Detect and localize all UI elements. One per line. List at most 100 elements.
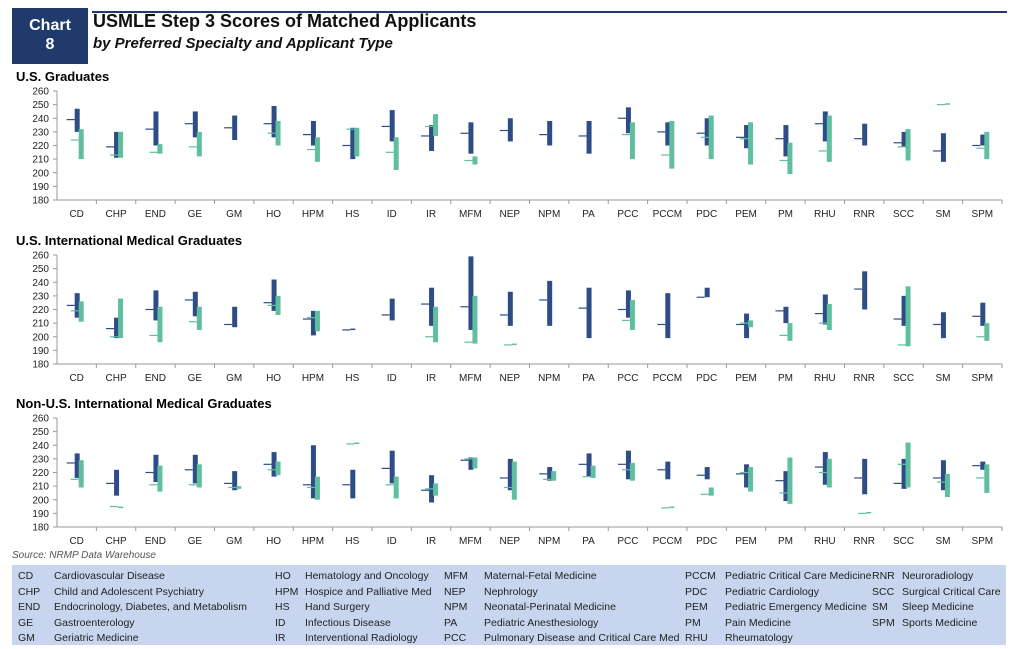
- y-tick-label: 240: [32, 114, 49, 125]
- x-tick-label-end: END: [145, 209, 166, 220]
- series2-range-bar-hpm: [314, 310, 320, 332]
- y-tick-label: 200: [32, 332, 49, 343]
- legend-code: ID: [275, 616, 286, 629]
- series1-range-bar-hpm: [310, 310, 316, 336]
- x-tick-label-mfm: MFM: [459, 209, 482, 220]
- series1-range-bar-ge: [192, 111, 198, 138]
- legend-code: END: [18, 601, 41, 614]
- legend-description: Surgical Critical Care: [902, 585, 1001, 598]
- series1-range-bar-cd: [74, 108, 80, 132]
- x-tick-label-id: ID: [387, 536, 397, 547]
- series2-range-bar-mfm: [472, 295, 478, 344]
- series2-range-bar-ge: [196, 464, 202, 488]
- x-tick-label-cd: CD: [69, 209, 83, 220]
- x-tick-label-scc: SCC: [893, 209, 914, 220]
- x-tick-label-pem: PEM: [735, 373, 757, 384]
- series2-range-bar-sm: [944, 473, 950, 498]
- series1-range-bar-pa: [586, 287, 592, 339]
- series1-range-bar-sm: [940, 460, 946, 491]
- series1-range-bar-pccm: [665, 293, 671, 339]
- series2-range-bar-pa: [590, 465, 596, 478]
- series1-range-bar-npm: [547, 120, 553, 146]
- y-tick-label: 250: [32, 427, 49, 438]
- series1-range-bar-rnr: [862, 458, 868, 495]
- series2-range-bar-pcc: [629, 462, 635, 481]
- series2-range-bar-spm: [984, 323, 990, 341]
- series2-range-bar-spm: [984, 131, 990, 160]
- y-tick-label: 220: [32, 468, 49, 479]
- panel-title-us-graduates: U.S. Graduates: [16, 69, 110, 84]
- legend-entry: IR Interventional Radiology: [275, 631, 432, 647]
- series2-range-bar-pcc: [629, 122, 635, 160]
- header-rule: [92, 11, 1007, 13]
- series1-range-bar-pcc: [625, 450, 631, 480]
- series1-range-bar-gm: [232, 471, 238, 491]
- series1-range-bar-nep: [507, 458, 513, 491]
- x-tick-label-pm: PM: [778, 373, 793, 384]
- legend-code: SPM: [872, 616, 895, 629]
- x-tick-label-spm: SPM: [971, 373, 993, 384]
- x-tick-label-pem: PEM: [735, 536, 757, 547]
- legend-entry: CHP Child and Adolescent Psychiatry: [18, 585, 247, 601]
- series1-range-bar-ge: [192, 291, 198, 317]
- x-tick-label-ge: GE: [188, 536, 203, 547]
- y-tick-label: 180: [32, 360, 49, 371]
- legend-description: Infectious Disease: [305, 616, 391, 629]
- x-tick-label-mfm: MFM: [459, 536, 482, 547]
- legend-entry: MFM Maternal-Fetal Medicine: [444, 569, 680, 585]
- legend-code: MFM: [444, 570, 468, 582]
- legend-entry: CD Cardiovascular Disease: [18, 569, 247, 585]
- legend-description: Hospice and Palliative Med: [305, 585, 432, 598]
- legend-entry: PCC Pulmonary Disease and Critical Care M…: [444, 631, 680, 647]
- y-tick-label: 210: [32, 155, 49, 166]
- legend-entry: GM Geriatric Medicine: [18, 631, 247, 647]
- legend-entry: HS Hand Surgery: [275, 600, 432, 616]
- x-tick-label-mfm: MFM: [459, 373, 482, 384]
- legend-description: Hand Surgery: [305, 601, 370, 614]
- y-tick-label: 190: [32, 346, 49, 357]
- series1-range-bar-nep: [507, 291, 513, 326]
- series2-range-bar-pccm: [669, 506, 675, 509]
- legend-description: Neonatal-Perinatal Medicine: [484, 601, 616, 614]
- legend-code: PCCM: [685, 570, 716, 582]
- series1-range-bar-nep: [507, 118, 513, 142]
- series1-range-bar-pa: [586, 453, 592, 477]
- series1-range-bar-id: [389, 110, 395, 142]
- series2-range-bar-hs: [354, 127, 360, 157]
- x-tick-label-scc: SCC: [893, 536, 914, 547]
- legend-description: Pediatric Anesthesiology: [484, 616, 599, 629]
- series1-range-bar-hpm: [310, 445, 316, 499]
- series2-range-bar-sm: [944, 103, 950, 105]
- x-tick-label-pcc: PCC: [617, 373, 638, 384]
- series2-range-bar-pem: [748, 320, 754, 328]
- series1-range-bar-gm: [232, 115, 238, 141]
- series2-range-bar-rnr: [866, 512, 872, 514]
- x-tick-label-chp: CHP: [106, 373, 127, 384]
- series2-range-bar-rhu: [826, 115, 832, 162]
- x-tick-label-ho: HO: [266, 373, 281, 384]
- series2-range-bar-gm: [236, 486, 242, 489]
- legend-code: PEM: [685, 601, 708, 614]
- series1-range-bar-spm: [980, 302, 986, 326]
- x-tick-label-rnr: RNR: [853, 209, 875, 220]
- x-tick-label-pm: PM: [778, 209, 793, 220]
- legend-description: Pulmonary Disease and Critical Care Med: [484, 632, 680, 645]
- y-tick-label: 250: [32, 264, 49, 275]
- y-tick-label: 240: [32, 278, 49, 289]
- series1-range-bar-chp: [114, 469, 120, 496]
- series2-range-bar-pm: [787, 323, 793, 341]
- series1-range-bar-pem: [744, 464, 750, 488]
- series2-range-bar-pcc: [629, 299, 635, 330]
- series2-range-bar-end: [157, 465, 163, 492]
- legend-column-1: CD Cardiovascular Disease CHP Child and Ado…: [18, 569, 247, 647]
- legend-column-5: RNR Neuroradiology SCC Surgical Critical Ca…: [872, 569, 1001, 631]
- y-tick-label: 260: [32, 251, 49, 262]
- x-tick-label-sm: SM: [935, 536, 950, 547]
- legend-description: Pediatric Cardiology: [725, 585, 819, 598]
- series2-range-bar-ir: [433, 483, 439, 496]
- badge-label: Chart: [29, 17, 71, 34]
- legend-entry: GE Gastroenterology: [18, 616, 247, 632]
- y-tick-label: 180: [32, 523, 49, 534]
- legend-description: Sleep Medicine: [902, 601, 974, 614]
- series2-range-bar-ho: [275, 295, 281, 315]
